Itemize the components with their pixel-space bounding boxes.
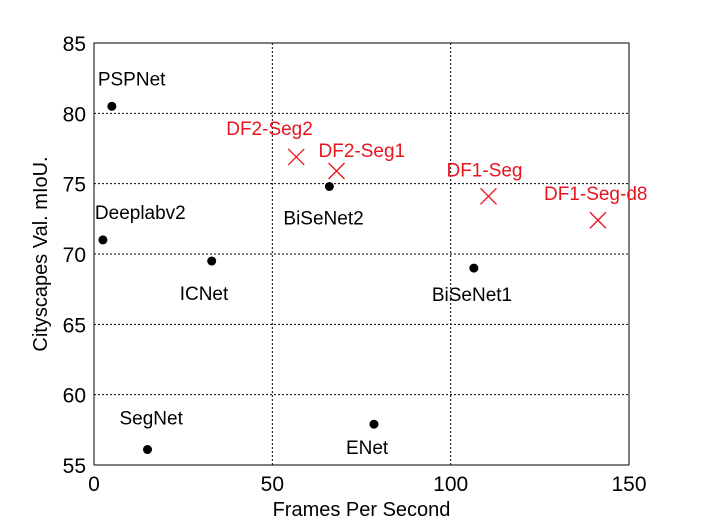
point-label: DF1-Seg-d8 bbox=[544, 184, 648, 205]
point-label: DF2-Seg1 bbox=[319, 141, 406, 162]
point-label: Deeplabv2 bbox=[95, 203, 186, 224]
data-point-x-marker bbox=[480, 187, 497, 205]
grid bbox=[93, 42, 630, 466]
x-marker-stroke bbox=[589, 211, 607, 229]
point-label: DF1-Seg bbox=[446, 160, 522, 181]
x-marker-stroke bbox=[287, 148, 305, 166]
y-tick-label: 60 bbox=[63, 385, 86, 408]
data-point-dot bbox=[469, 263, 479, 273]
x-axis-label: Frames Per Second bbox=[273, 499, 451, 521]
data-point-x-marker bbox=[589, 211, 607, 229]
x-tick-label: 100 bbox=[433, 473, 468, 496]
x-tick-label: 0 bbox=[88, 473, 100, 496]
point-label: SegNet bbox=[120, 409, 184, 430]
point-label: ICNet bbox=[180, 284, 229, 305]
data-point-dot bbox=[369, 419, 379, 429]
y-axis-label: Cityscapes Val. mIoU. bbox=[30, 156, 52, 351]
point-label: ENet bbox=[346, 438, 389, 459]
data-point-dot bbox=[98, 235, 108, 245]
x-tick-label: 150 bbox=[611, 473, 646, 496]
ticks: 0 50 100 150 55 60 65 70 75 80 85 bbox=[63, 33, 647, 496]
x-marker-stroke bbox=[480, 187, 497, 205]
plot-frame bbox=[93, 42, 630, 466]
x-marker-stroke bbox=[328, 162, 345, 180]
point-label: PSPNet bbox=[98, 69, 166, 90]
y-tick-label: 65 bbox=[63, 314, 86, 337]
y-tick-label: 55 bbox=[63, 455, 86, 478]
point-label: BiSeNet1 bbox=[432, 285, 512, 306]
data-point-dot bbox=[107, 101, 117, 111]
point-label: BiSeNet2 bbox=[283, 208, 363, 229]
data-point-dot bbox=[143, 445, 152, 455]
point-label: DF2-Seg2 bbox=[226, 119, 313, 140]
data-points: PSPNet Deeplabv2 ICNet SegNet ENet BiSeNet2 Bi… bbox=[95, 69, 648, 459]
y-tick-label: 85 bbox=[63, 33, 86, 56]
data-point-x-marker bbox=[287, 148, 305, 166]
y-tick-label: 70 bbox=[63, 244, 86, 267]
data-point-x-marker bbox=[328, 162, 345, 180]
data-point-dot bbox=[324, 181, 334, 191]
data-point-dot bbox=[207, 256, 217, 266]
x-tick-label: 50 bbox=[261, 473, 284, 496]
y-tick-label: 75 bbox=[63, 174, 86, 197]
y-tick-label: 80 bbox=[63, 103, 86, 126]
